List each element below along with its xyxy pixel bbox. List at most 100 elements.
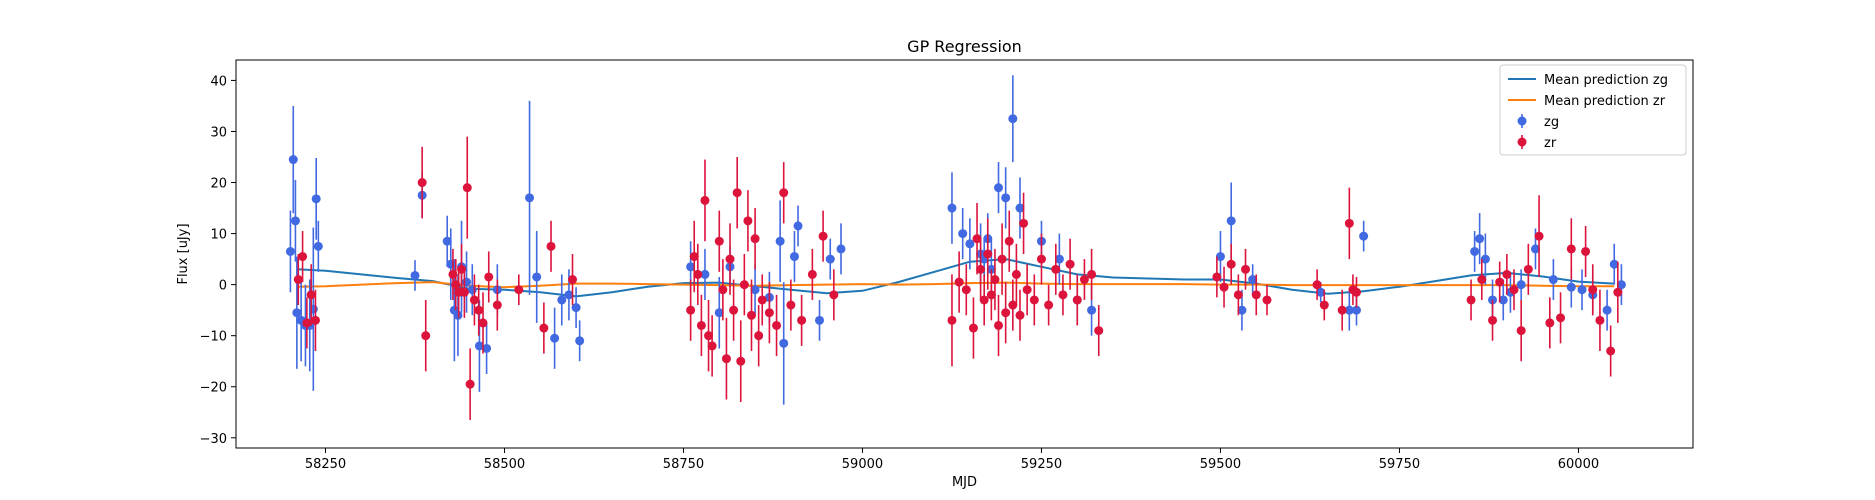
data-point-zr [1036, 254, 1046, 264]
data-point-zr [1523, 264, 1533, 274]
data-point-zg [1316, 287, 1326, 297]
data-point-zr [1344, 218, 1354, 228]
x-tick-label: 58250 [305, 457, 346, 472]
data-point-zr [779, 188, 789, 198]
data-point-zg [1602, 305, 1612, 315]
data-point-zr [947, 315, 957, 325]
data-point-zg [467, 285, 477, 295]
data-point-zg [564, 290, 574, 300]
data-point-zg [1470, 246, 1480, 256]
data-point-zr [1495, 277, 1505, 287]
data-point-zg [292, 308, 302, 318]
data-point-zr [1022, 285, 1032, 295]
data-point-zg [958, 229, 968, 239]
series-zr [293, 136, 1623, 420]
data-point-zr [764, 308, 774, 318]
data-point-zg [288, 155, 298, 165]
data-point-zg [1087, 305, 1097, 315]
data-point-zr [1545, 318, 1555, 328]
data-point-zr [1058, 290, 1068, 300]
data-point-zg [1530, 244, 1540, 254]
legend-swatch-zr [1517, 135, 1527, 149]
data-point-zr [459, 287, 469, 297]
axes-frame [235, 59, 1694, 449]
data-point-zg [1566, 282, 1576, 292]
data-point-zg [474, 341, 484, 351]
data-point-zr [732, 188, 742, 198]
data-point-zr [478, 318, 488, 328]
legend-marker [1517, 137, 1527, 147]
legend-label-zg: zg [1544, 115, 1559, 130]
data-point-zg [1480, 254, 1490, 264]
data-point-zg [779, 338, 789, 348]
data-point-zg [1516, 280, 1526, 290]
x-tick-label: 58750 [663, 457, 704, 472]
data-point-zr [484, 272, 494, 282]
data-point-zr [707, 341, 717, 351]
data-point-zr [298, 252, 308, 262]
data-point-zr [1079, 275, 1089, 285]
data-point-zr [1072, 295, 1082, 305]
data-point-zr [310, 315, 320, 325]
data-point-zg [1609, 259, 1619, 269]
data-point-zr [1595, 315, 1605, 325]
data-point-zg [793, 221, 803, 231]
data-point-zg [750, 285, 760, 295]
legend-box [1499, 64, 1687, 156]
data-point-zg [815, 315, 825, 325]
data-point-zr [797, 315, 807, 325]
data-point-zr [1312, 280, 1322, 290]
data-point-zr [1613, 287, 1623, 297]
data-point-zr [961, 285, 971, 295]
data-point-zr [302, 318, 312, 328]
data-point-zr [1337, 305, 1347, 315]
data-point-zr [1094, 326, 1104, 336]
data-point-zr [1001, 308, 1011, 318]
data-point-zr [818, 231, 828, 241]
data-point-zr [1029, 295, 1039, 305]
data-point-zg [825, 254, 835, 264]
data-point-zr [954, 277, 964, 287]
data-point-zr [546, 241, 556, 251]
data-point-zr [718, 285, 728, 295]
data-point-zr [1004, 236, 1014, 246]
data-point-zr [1588, 285, 1598, 295]
data-point-zr [1015, 310, 1025, 320]
data-point-zr [807, 269, 817, 279]
y-axis-label: Flux [uJy] [176, 223, 191, 284]
data-point-zr [829, 290, 839, 300]
data-point-zg [442, 236, 452, 246]
data-point-zr [568, 275, 578, 285]
data-point-zr [754, 331, 764, 341]
data-point-zr [1502, 269, 1512, 279]
data-point-zr [417, 178, 427, 188]
data-point-zg [571, 303, 581, 313]
legend-label-zr: zr [1544, 136, 1557, 151]
data-point-zr [968, 323, 978, 333]
data-point-zr [469, 295, 479, 305]
y-tick-label: −30 [200, 432, 227, 447]
data-point-zg [1248, 275, 1258, 285]
y-tick-label: 40 [210, 74, 227, 89]
data-point-zg [1001, 193, 1011, 203]
data-point-zr [729, 305, 739, 315]
data-point-zg [1344, 305, 1354, 315]
data-point-zr [1051, 264, 1061, 274]
data-point-zr [465, 379, 475, 389]
legend-label-mean-zr: Mean prediction zr [1544, 94, 1666, 109]
data-point-zr [1351, 287, 1361, 297]
data-point-zr [990, 275, 1000, 285]
data-point-zr [492, 300, 502, 310]
data-point-zg [290, 216, 300, 226]
data-point-zg [775, 236, 785, 246]
data-point-zr [462, 183, 472, 193]
legend-swatch-zg [1517, 114, 1527, 128]
data-point-zg [1577, 285, 1587, 295]
legend: Mean prediction zg Mean prediction zr zg… [1499, 64, 1687, 156]
data-point-zr [1509, 285, 1519, 295]
data-point-zg [285, 246, 295, 256]
data-point-zr [1011, 269, 1021, 279]
data-point-zr [1044, 300, 1054, 310]
data-point-zr [983, 249, 993, 259]
